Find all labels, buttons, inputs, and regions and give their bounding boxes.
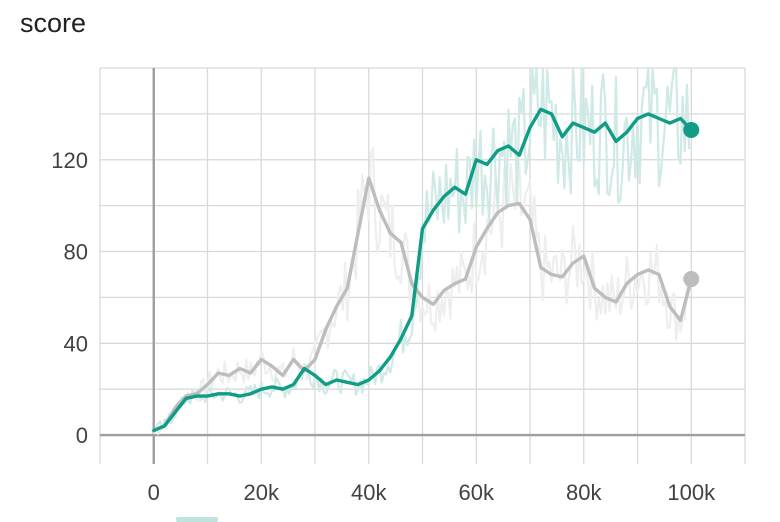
y-tick-label: 80 [64,240,88,265]
y-tick-label: 120 [51,148,88,173]
series-line-1 [152,107,693,433]
x-tick-label: 60k [459,480,495,505]
x-tick-label: 40k [351,480,387,505]
series-end-marker-1 [683,121,700,138]
y-tick-label: 40 [64,331,88,356]
end-markers [683,121,700,288]
y-tick-label: 0 [76,423,88,448]
raw-series-line-1 [152,66,691,435]
axes [100,68,745,464]
raw-series-group [152,66,691,435]
grid-lines [99,67,746,464]
raw-series-line-0 [153,147,691,435]
series-line-0 [152,176,693,433]
series-end-marker-0 [683,271,700,288]
x-tick-label: 100k [667,480,716,505]
smoothed-series-group [152,107,693,433]
x-tick-labels: 0 20k 40k 60k 80k 100k [148,480,716,505]
x-tick-label: 20k [244,480,280,505]
x-tick-label: 0 [148,480,160,505]
y-tick-labels: 0 40 80 120 [51,148,88,448]
chart-title: score [20,8,87,38]
legend-swatch[interactable] [176,517,218,522]
x-tick-label: 80k [566,480,602,505]
